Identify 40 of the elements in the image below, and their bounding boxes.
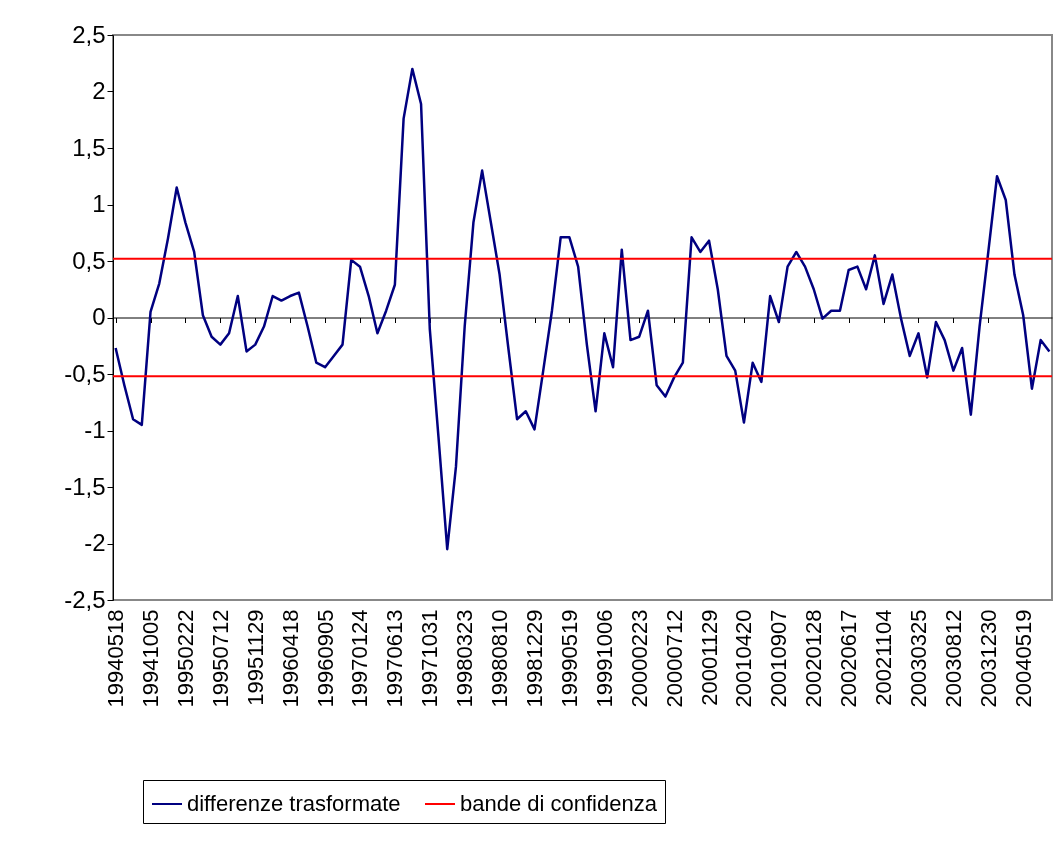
x-tick-label: 19960418: [277, 609, 303, 708]
x-tick-label: 19940518: [103, 609, 129, 708]
x-tick-label: 20000712: [661, 609, 687, 708]
x-tick-label: 20000223: [626, 609, 652, 708]
x-tick-label: 19980323: [452, 609, 478, 708]
x-tick-label: 19951129: [242, 609, 268, 706]
x-tick-label: 20010907: [766, 609, 792, 708]
x-tick-label: 20030325: [905, 609, 931, 708]
x-tick-label: 20020617: [836, 609, 862, 708]
x-tick-label: 19970613: [382, 609, 408, 708]
x-tick-label: 19980810: [487, 609, 513, 708]
x-tick-label: 19990519: [556, 609, 582, 708]
y-tick-label: 1: [92, 190, 106, 217]
y-tick-label: -2: [84, 529, 106, 556]
y-tick-label: -1,5: [64, 472, 106, 500]
x-tick-label: 20030812: [940, 609, 966, 708]
x-tick-label: 19970124: [347, 609, 373, 708]
x-tick-label: 20001129: [696, 609, 722, 706]
y-tick-label: 0,5: [72, 246, 106, 274]
x-tick-label: 19950712: [207, 609, 233, 708]
y-tick-label: -1: [84, 416, 106, 443]
x-tick-label: 19991006: [591, 609, 617, 708]
x-tick-label: 20010420: [731, 609, 757, 708]
legend-label: differenze trasformate: [187, 791, 401, 816]
y-tick-label: -0,5: [64, 359, 106, 387]
legend-label: bande di confidenza: [460, 791, 658, 816]
y-tick-label: 2: [92, 77, 106, 104]
x-tick-label: 19971031: [417, 609, 443, 708]
y-tick-label: -2,5: [64, 585, 106, 613]
x-tick-label: 19950222: [172, 609, 198, 708]
y-tick-label: 0: [92, 303, 106, 330]
y-tick-label: 2,5: [72, 20, 106, 48]
x-tick-label: 19941005: [138, 609, 164, 708]
x-tick-label: 19960905: [312, 609, 338, 708]
x-tick-label: 20021104: [871, 609, 897, 706]
x-tick-label: 20031230: [975, 609, 1001, 708]
x-tick-label: 20020128: [801, 609, 827, 708]
y-tick-label: 1,5: [72, 133, 106, 161]
x-tick-label: 19981229: [522, 609, 547, 708]
x-tick-label: 20040519: [1010, 609, 1036, 708]
